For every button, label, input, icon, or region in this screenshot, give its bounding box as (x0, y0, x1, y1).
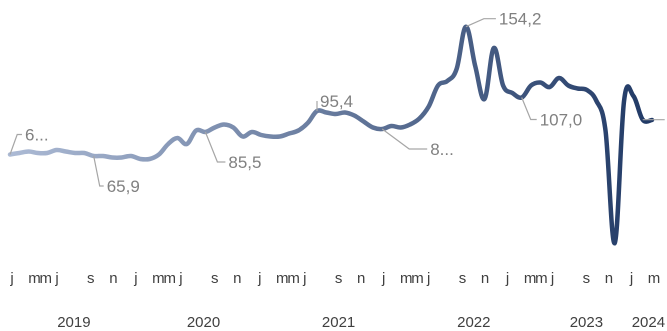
data-label: 6... (25, 126, 49, 145)
data-label: 65,9 (107, 177, 140, 196)
series-line (10, 27, 652, 244)
x-tick-label: j (505, 270, 509, 287)
x-tick-label: j (426, 270, 430, 287)
x-tick-label: j (178, 270, 182, 287)
data-label-leader (522, 98, 537, 120)
x-tick-label: j (257, 270, 261, 287)
year-label: 2022 (457, 314, 490, 331)
x-tick-label: m (535, 270, 548, 287)
data-label: 154,2 (499, 10, 542, 29)
x-tick-label: m (163, 270, 176, 287)
x-tick-label: m (287, 270, 300, 287)
data-label-leader (94, 156, 104, 186)
x-tick-label: n (233, 270, 241, 287)
data-label-leader (466, 19, 496, 27)
x-tick-label: j (133, 270, 137, 287)
x-tick-label: n (357, 270, 365, 287)
x-tick-label: j (550, 270, 554, 287)
x-tick-label: m (648, 270, 661, 287)
x-tick-label: j (9, 270, 13, 287)
year-label: 2023 (570, 314, 603, 331)
x-tick-label: j (381, 270, 385, 287)
data-label: 95,4 (320, 92, 353, 111)
data-label: 8... (430, 140, 454, 159)
x-tick-label: j (302, 270, 306, 287)
x-tick-label: j (54, 270, 58, 287)
x-tick-label: n (605, 270, 613, 287)
year-label: 2019 (57, 314, 90, 331)
x-tick-label: j (629, 270, 633, 287)
data-label-leader (382, 129, 427, 149)
year-label: 2021 (322, 314, 355, 331)
x-tick-label: s (335, 270, 343, 287)
x-tick-label: n (109, 270, 117, 287)
year-label: 2020 (187, 314, 220, 331)
year-label: 2024 (632, 314, 665, 331)
x-tick-label: s (459, 270, 467, 287)
data-label-leader (205, 132, 225, 162)
x-tick-label: m (40, 270, 53, 287)
x-tick-label: s (87, 270, 95, 287)
x-tick-label: n (481, 270, 489, 287)
data-label: 107,0 (540, 111, 583, 130)
x-tick-label: m (411, 270, 424, 287)
x-tick-label: s (583, 270, 591, 287)
x-tick-label: s (211, 270, 219, 287)
data-label: 85,5 (228, 153, 261, 172)
